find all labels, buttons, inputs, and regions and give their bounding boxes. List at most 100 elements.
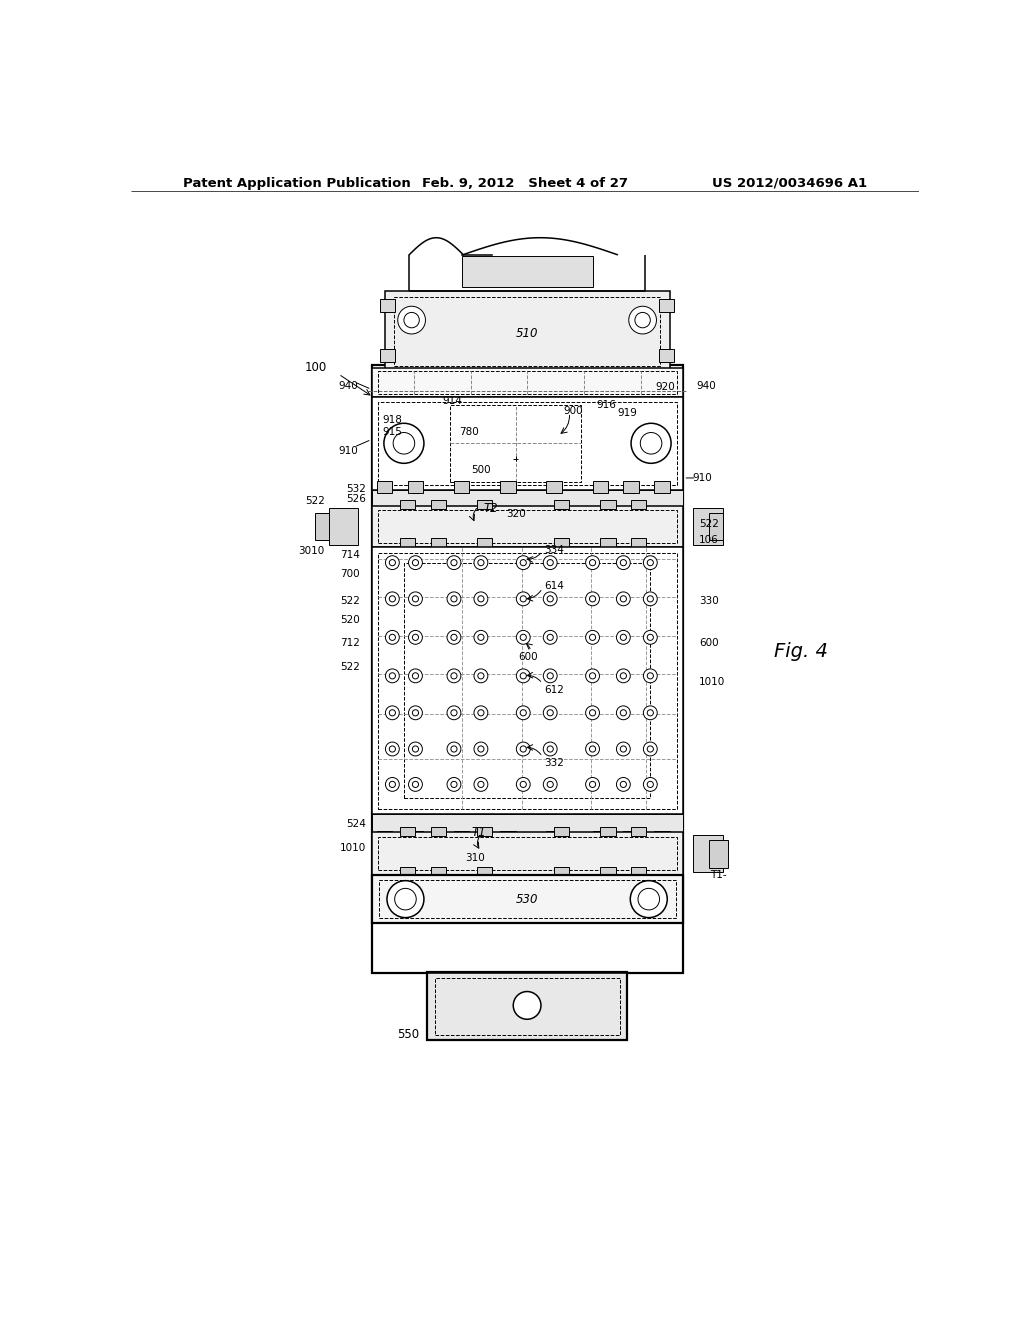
Circle shape xyxy=(586,631,599,644)
Bar xyxy=(372,814,683,832)
Circle shape xyxy=(638,888,659,909)
Circle shape xyxy=(447,556,461,570)
Circle shape xyxy=(384,424,424,463)
Circle shape xyxy=(447,631,461,644)
Bar xyxy=(372,368,683,397)
Circle shape xyxy=(544,669,557,682)
Circle shape xyxy=(647,710,653,715)
Circle shape xyxy=(590,781,596,788)
Text: 712: 712 xyxy=(340,639,360,648)
Text: 320: 320 xyxy=(506,510,525,519)
Circle shape xyxy=(520,710,526,715)
Bar xyxy=(400,826,416,836)
Text: Patent Application Publication: Patent Application Publication xyxy=(183,177,411,190)
Circle shape xyxy=(393,433,415,454)
Bar xyxy=(658,298,674,313)
Bar xyxy=(554,539,569,548)
Text: 522: 522 xyxy=(698,519,719,529)
Circle shape xyxy=(413,746,419,752)
Bar xyxy=(372,548,683,814)
Circle shape xyxy=(544,631,557,644)
Circle shape xyxy=(451,710,457,715)
Circle shape xyxy=(520,781,526,788)
Circle shape xyxy=(647,673,653,678)
Bar xyxy=(400,867,416,876)
Text: Fig. 4: Fig. 4 xyxy=(773,642,827,661)
Text: 919: 919 xyxy=(617,408,637,417)
Circle shape xyxy=(474,777,487,792)
Circle shape xyxy=(447,742,461,756)
Circle shape xyxy=(409,591,422,606)
Circle shape xyxy=(643,742,657,756)
Text: 522: 522 xyxy=(340,661,360,672)
Circle shape xyxy=(409,631,422,644)
Circle shape xyxy=(451,635,457,640)
Circle shape xyxy=(544,742,557,756)
Bar xyxy=(600,826,615,836)
Circle shape xyxy=(478,560,484,566)
Circle shape xyxy=(586,591,599,606)
Circle shape xyxy=(547,595,553,602)
Text: 3010: 3010 xyxy=(298,546,325,556)
Text: 940: 940 xyxy=(338,380,357,391)
Text: 915: 915 xyxy=(382,426,402,437)
Circle shape xyxy=(409,669,422,682)
Circle shape xyxy=(629,306,656,334)
Circle shape xyxy=(643,556,657,570)
Bar xyxy=(600,499,615,508)
Circle shape xyxy=(409,777,422,792)
Bar xyxy=(372,397,683,490)
Bar xyxy=(500,480,515,494)
Circle shape xyxy=(478,746,484,752)
Circle shape xyxy=(621,635,627,640)
Text: 510: 510 xyxy=(516,327,539,341)
Bar xyxy=(372,490,683,507)
Bar xyxy=(477,867,493,876)
Circle shape xyxy=(451,673,457,678)
Circle shape xyxy=(389,595,395,602)
Circle shape xyxy=(643,706,657,719)
Circle shape xyxy=(586,669,599,682)
Text: 530: 530 xyxy=(516,894,539,907)
Circle shape xyxy=(397,306,425,334)
Circle shape xyxy=(389,673,395,678)
Circle shape xyxy=(385,556,399,570)
Circle shape xyxy=(474,556,487,570)
Bar xyxy=(462,256,593,286)
Text: 780: 780 xyxy=(460,426,479,437)
Bar xyxy=(408,832,423,843)
Circle shape xyxy=(413,673,419,678)
Bar xyxy=(554,826,569,836)
Bar xyxy=(330,508,358,545)
Bar xyxy=(377,832,392,843)
Text: 532: 532 xyxy=(346,484,367,495)
Circle shape xyxy=(631,880,668,917)
Bar xyxy=(380,348,395,363)
Text: T1-: T1- xyxy=(710,870,726,879)
Circle shape xyxy=(647,781,653,788)
Bar xyxy=(378,371,677,395)
Circle shape xyxy=(478,595,484,602)
Circle shape xyxy=(586,556,599,570)
Text: 910: 910 xyxy=(692,473,713,483)
Circle shape xyxy=(409,556,422,570)
Circle shape xyxy=(478,635,484,640)
Circle shape xyxy=(647,635,653,640)
Circle shape xyxy=(586,706,599,719)
Bar xyxy=(431,539,446,548)
Bar xyxy=(631,867,646,876)
Bar xyxy=(431,499,446,508)
Text: 522: 522 xyxy=(305,496,325,506)
Circle shape xyxy=(590,560,596,566)
Circle shape xyxy=(616,777,631,792)
Bar xyxy=(454,480,469,494)
Circle shape xyxy=(520,673,526,678)
Bar xyxy=(547,832,562,843)
Text: 310: 310 xyxy=(466,853,485,862)
Circle shape xyxy=(385,669,399,682)
Bar xyxy=(654,832,670,843)
Circle shape xyxy=(631,424,671,463)
Circle shape xyxy=(621,595,627,602)
Circle shape xyxy=(640,433,662,454)
Text: 332: 332 xyxy=(544,758,564,768)
